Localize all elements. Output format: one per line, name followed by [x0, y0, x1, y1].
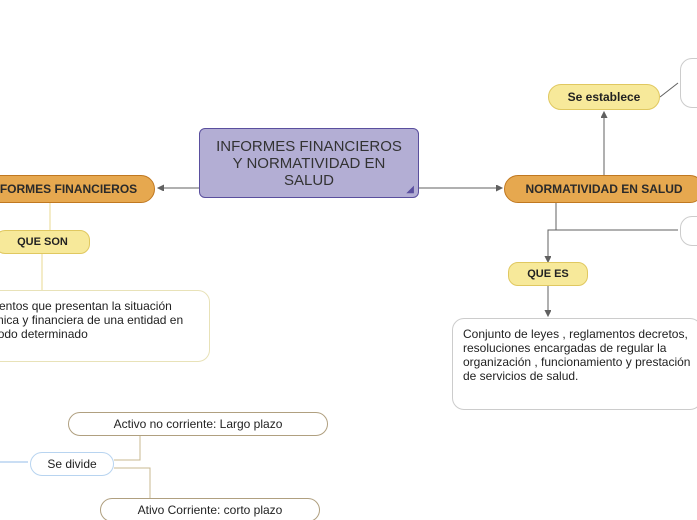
que-son-label: QUE SON: [17, 236, 68, 248]
que-es-node: QUE ES: [508, 262, 588, 286]
se-establece-label: Se establece: [568, 90, 641, 104]
que-son-desc-label: Documentos que presentan la situación ec…: [0, 299, 199, 341]
que-son-node: QUE SON: [0, 230, 90, 254]
activo-corriente-node: Ativo Corriente: corto plazo: [100, 498, 320, 520]
se-divide-node: Se divide: [30, 452, 114, 476]
right-box-2: [680, 216, 697, 246]
central-node: INFORMES FINANCIEROS Y NORMATIVIDAD EN S…: [199, 128, 419, 198]
que-es-desc-node: Conjunto de leyes , reglamentos decretos…: [452, 318, 697, 410]
activo-no-corriente-label: Activo no corriente: Largo plazo: [114, 417, 283, 431]
connectors-layer: [0, 0, 697, 520]
activo-no-corriente-node: Activo no corriente: Largo plazo: [68, 412, 328, 436]
corner-mark: ◢: [406, 184, 414, 195]
se-divide-label: Se divide: [47, 457, 96, 471]
que-son-desc-node: Documentos que presentan la situación ec…: [0, 290, 210, 362]
central-label: INFORMES FINANCIEROS Y NORMATIVIDAD EN S…: [216, 138, 402, 189]
informes-node: INFORMES FINANCIEROS: [0, 175, 155, 203]
activo-corriente-label: Ativo Corriente: corto plazo: [138, 503, 283, 517]
right-box-1: [680, 58, 697, 108]
que-es-label: QUE ES: [527, 268, 569, 280]
edge-seest-right: [660, 83, 678, 97]
normatividad-label: NORMATIVIDAD EN SALUD: [525, 182, 682, 196]
se-establece-node: Se establece: [548, 84, 660, 110]
edge-norm-down: [548, 203, 556, 262]
normatividad-node: NORMATIVIDAD EN SALUD: [504, 175, 697, 203]
informes-label: INFORMES FINANCIEROS: [0, 182, 137, 196]
que-es-desc-label: Conjunto de leyes , reglamentos decretos…: [463, 327, 691, 383]
